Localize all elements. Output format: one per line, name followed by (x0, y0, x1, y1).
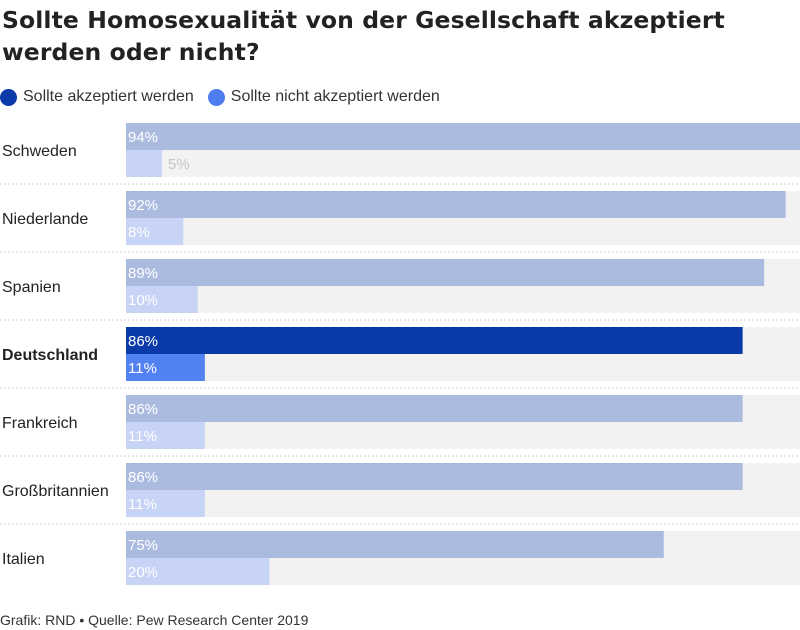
bar-not-accepted (126, 150, 162, 177)
category-label: Großbritannien (2, 483, 109, 500)
value-label-accepted: 75% (128, 537, 158, 554)
bar-accepted (126, 531, 664, 558)
value-label-not-accepted: 11% (128, 496, 157, 513)
bar-chart: 94% 5% Schweden 92% 8% Niederlande 89% 10% Spani… (0, 123, 800, 585)
category-label: Schweden (2, 143, 77, 160)
bar-accepted (126, 327, 743, 354)
legend: Sollte akzeptiert werden Sollte nicht ak… (0, 86, 454, 108)
value-label-accepted: 92% (128, 197, 158, 214)
legend-item-accepted: Sollte akzeptiert werden (0, 88, 194, 106)
value-label-accepted: 86% (128, 469, 158, 486)
legend-label-not-accepted: Sollte nicht akzeptiert werden (230, 88, 440, 105)
category-label: Frankreich (2, 415, 78, 432)
legend-swatch-accepted (0, 88, 17, 106)
chart-title: Sollte Homosexualität von der Gesellscha… (2, 6, 725, 66)
value-label-accepted: 86% (128, 401, 158, 418)
bar-accepted (126, 259, 765, 286)
bar-accepted (126, 395, 743, 422)
value-label-not-accepted: 8% (128, 224, 150, 241)
value-label-not-accepted: 5% (168, 156, 190, 173)
value-label-not-accepted: 10% (128, 292, 158, 309)
bar-not-accepted (126, 354, 205, 381)
bar-not-accepted (126, 286, 198, 313)
legend-item-not-accepted: Sollte nicht akzeptiert werden (207, 88, 440, 106)
bar-accepted (126, 463, 743, 490)
category-label: Italien (2, 551, 45, 568)
value-label-not-accepted: 20% (128, 564, 158, 581)
bar-not-accepted (126, 558, 270, 585)
bar-not-accepted (126, 422, 205, 449)
value-label-accepted: 89% (128, 265, 158, 282)
category-label: Niederlande (2, 211, 88, 228)
category-label: Deutschland (2, 347, 98, 364)
legend-label-accepted: Sollte akzeptiert werden (23, 88, 194, 105)
bar-accepted (126, 191, 786, 218)
value-label-not-accepted: 11% (128, 360, 157, 377)
value-label-accepted: 86% (128, 333, 158, 350)
value-label-not-accepted: 11% (128, 428, 157, 445)
bar-accepted (126, 123, 800, 150)
bar-not-accepted (126, 490, 205, 517)
bar-not-accepted (126, 218, 184, 245)
source-note: Grafik: RND • Quelle: Pew Research Cente… (0, 612, 309, 628)
category-label: Spanien (2, 279, 61, 296)
legend-swatch-not-accepted (207, 88, 225, 106)
value-label-accepted: 94% (128, 129, 158, 146)
